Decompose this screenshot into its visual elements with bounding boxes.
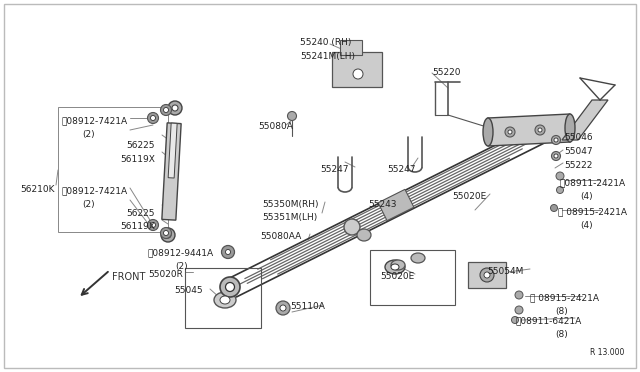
Ellipse shape xyxy=(172,105,178,111)
Ellipse shape xyxy=(147,219,159,231)
Text: (2): (2) xyxy=(82,200,95,209)
Ellipse shape xyxy=(480,268,494,282)
Bar xyxy=(185,268,261,328)
Text: ⓝ08912-7421A: ⓝ08912-7421A xyxy=(62,116,128,125)
Ellipse shape xyxy=(515,306,523,314)
Text: (2): (2) xyxy=(82,130,95,139)
Ellipse shape xyxy=(557,186,563,193)
Ellipse shape xyxy=(552,135,561,144)
Ellipse shape xyxy=(505,127,515,137)
Ellipse shape xyxy=(552,151,561,160)
Ellipse shape xyxy=(147,112,159,124)
Ellipse shape xyxy=(538,128,542,132)
Ellipse shape xyxy=(550,205,557,212)
Text: 56119X: 56119X xyxy=(120,155,155,164)
Bar xyxy=(378,189,414,221)
Text: 55080A: 55080A xyxy=(258,122,293,131)
Ellipse shape xyxy=(535,125,545,135)
Ellipse shape xyxy=(391,260,405,270)
Text: (2): (2) xyxy=(175,262,188,271)
Text: 55110A: 55110A xyxy=(290,302,325,311)
Ellipse shape xyxy=(225,282,234,292)
Ellipse shape xyxy=(150,222,156,228)
Text: 55247: 55247 xyxy=(320,165,349,174)
Text: ⓝ08911-6421A: ⓝ08911-6421A xyxy=(515,316,581,325)
Text: Ⓟ 08915-2421A: Ⓟ 08915-2421A xyxy=(530,293,599,302)
Ellipse shape xyxy=(411,253,425,263)
Ellipse shape xyxy=(220,296,230,304)
Ellipse shape xyxy=(483,118,493,146)
Ellipse shape xyxy=(220,277,240,297)
Ellipse shape xyxy=(344,219,360,235)
Polygon shape xyxy=(562,100,608,140)
Ellipse shape xyxy=(385,260,405,274)
Text: 55045: 55045 xyxy=(174,286,203,295)
Ellipse shape xyxy=(554,138,558,142)
Text: ⓝ08912-9441A: ⓝ08912-9441A xyxy=(148,248,214,257)
Ellipse shape xyxy=(565,114,575,142)
Ellipse shape xyxy=(165,232,171,238)
Bar xyxy=(468,262,506,288)
Text: 56225: 56225 xyxy=(126,141,154,150)
Ellipse shape xyxy=(287,112,296,121)
Ellipse shape xyxy=(554,154,558,158)
Polygon shape xyxy=(162,123,181,220)
Ellipse shape xyxy=(280,305,286,311)
Text: 55240 (RH): 55240 (RH) xyxy=(300,38,351,47)
Ellipse shape xyxy=(161,228,175,242)
Text: 55020E: 55020E xyxy=(452,192,486,201)
Bar xyxy=(332,52,382,87)
Ellipse shape xyxy=(511,317,518,324)
Ellipse shape xyxy=(150,115,156,121)
Text: 55350M(RH): 55350M(RH) xyxy=(262,200,319,209)
Text: ⓝ08911-2421A: ⓝ08911-2421A xyxy=(560,178,626,187)
Text: 56210K: 56210K xyxy=(20,185,54,194)
Ellipse shape xyxy=(163,231,168,235)
Text: 55046: 55046 xyxy=(564,133,593,142)
Text: 55243: 55243 xyxy=(368,200,397,209)
Text: 55020R: 55020R xyxy=(148,270,183,279)
Text: 55247: 55247 xyxy=(387,165,415,174)
Text: 55351M(LH): 55351M(LH) xyxy=(262,213,317,222)
Text: 55222: 55222 xyxy=(564,161,593,170)
Text: (8): (8) xyxy=(555,307,568,316)
Bar xyxy=(340,40,362,55)
Ellipse shape xyxy=(353,69,363,79)
Ellipse shape xyxy=(168,101,182,115)
Text: (4): (4) xyxy=(580,221,593,230)
Ellipse shape xyxy=(508,130,512,134)
Ellipse shape xyxy=(391,264,399,270)
Ellipse shape xyxy=(214,292,236,308)
Ellipse shape xyxy=(276,301,290,315)
Text: Ⓟ 08915-2421A: Ⓟ 08915-2421A xyxy=(558,207,627,216)
Bar xyxy=(370,250,455,305)
Text: 56225: 56225 xyxy=(126,209,154,218)
Text: R 13.000: R 13.000 xyxy=(590,348,625,357)
Text: 55047: 55047 xyxy=(564,147,593,156)
Ellipse shape xyxy=(357,229,371,241)
Ellipse shape xyxy=(556,172,564,180)
Ellipse shape xyxy=(225,250,230,254)
Polygon shape xyxy=(168,123,177,178)
Ellipse shape xyxy=(161,228,172,238)
Ellipse shape xyxy=(484,272,490,278)
Text: 55220: 55220 xyxy=(432,68,461,77)
Text: (4): (4) xyxy=(580,192,593,201)
Text: ⓝ08912-7421A: ⓝ08912-7421A xyxy=(62,186,128,195)
Bar xyxy=(58,107,168,232)
Text: 55020E: 55020E xyxy=(380,272,414,281)
Ellipse shape xyxy=(221,246,234,259)
Polygon shape xyxy=(488,114,570,146)
Text: FRONT: FRONT xyxy=(112,272,145,282)
Ellipse shape xyxy=(163,108,168,112)
Text: (8): (8) xyxy=(555,330,568,339)
Text: 55080AA: 55080AA xyxy=(260,232,301,241)
Text: 55054M: 55054M xyxy=(487,267,524,276)
Ellipse shape xyxy=(515,291,523,299)
Text: 55241M(LH): 55241M(LH) xyxy=(300,52,355,61)
Text: 56119X: 56119X xyxy=(120,222,155,231)
Ellipse shape xyxy=(161,105,172,115)
